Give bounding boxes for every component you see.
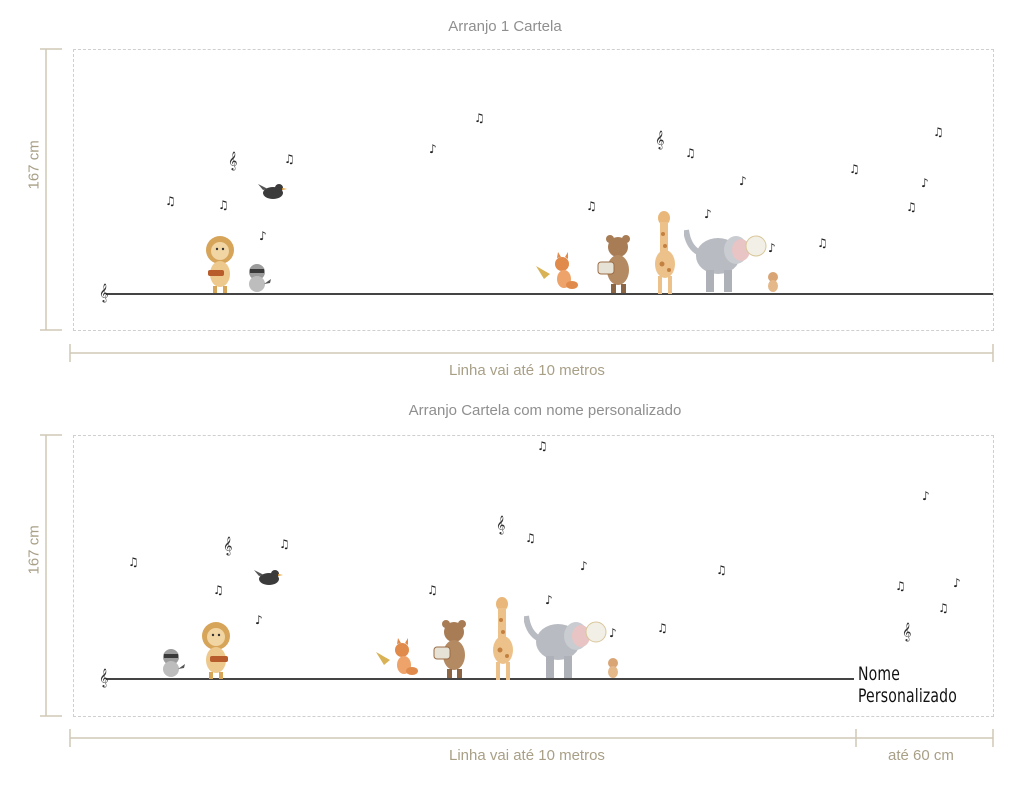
music-note-icon: ♫: [906, 200, 917, 214]
music-note-icon: ♪: [704, 207, 712, 221]
music-note-icon: ♪: [580, 559, 588, 573]
treble-clef-icon: 𝄞: [99, 283, 109, 302]
music-note-icon: ♫: [525, 531, 536, 545]
treble-clef-icon: 𝄞: [228, 151, 238, 170]
music-note-icon: ♪: [768, 241, 776, 255]
crow-icon: [254, 570, 283, 585]
music-note-icon: ♪: [953, 576, 961, 590]
crow-icon: [258, 184, 287, 199]
music-note-icon: ♫: [213, 583, 224, 597]
custom-name-label: Nome Personalizado: [858, 663, 957, 707]
music-note-icon: ♪: [429, 142, 437, 156]
giraffe-icon: [493, 597, 513, 680]
music-note-icon: ♫: [165, 194, 176, 208]
music-note-icon: ♫: [933, 125, 944, 139]
music-note-icon: ♪: [609, 626, 617, 640]
music-note-icon: ♪: [255, 613, 263, 627]
treble-clef-icon: 𝄞: [223, 536, 233, 555]
fox-icon: [376, 638, 418, 675]
raccoon-icon: [249, 264, 271, 292]
bottom-panel: [73, 435, 994, 717]
music-note-icon: ♫: [128, 555, 139, 569]
music-note-icon: ♫: [849, 162, 860, 176]
bottom-staff-line: [106, 678, 854, 680]
lion-icon: [202, 622, 230, 679]
treble-clef-icon: 𝄞: [99, 668, 109, 687]
top-title: Arranjo 1 Cartela: [448, 18, 562, 35]
music-note-icon: ♫: [218, 198, 229, 212]
music-note-icon: ♪: [259, 229, 267, 243]
small-fox-icon: [608, 658, 618, 678]
giraffe-icon: [655, 211, 675, 294]
music-note-icon: ♫: [537, 439, 548, 453]
bear-icon: [433, 620, 466, 678]
treble-clef-icon: 𝄞: [496, 515, 506, 534]
elephant-icon: [524, 615, 607, 678]
music-note-icon: ♫: [474, 111, 485, 125]
music-note-icon: ♪: [545, 593, 553, 607]
top-staff-line: [106, 293, 993, 295]
music-note-icon: ♫: [716, 563, 727, 577]
music-note-icon: ♫: [938, 601, 949, 615]
treble-clef-icon: 𝄞: [902, 622, 912, 641]
fox-icon: [536, 252, 578, 289]
top-panel: [73, 49, 994, 331]
small-fox-icon: [768, 272, 778, 292]
bottom-height-label: 167 cm: [25, 525, 43, 575]
music-note-icon: ♫: [895, 579, 906, 593]
music-note-icon: ♫: [427, 583, 438, 597]
bear-icon: [597, 235, 630, 293]
top-height-label: 167 cm: [25, 140, 43, 190]
elephant-icon: [684, 229, 767, 292]
raccoon-icon: [163, 649, 185, 677]
bottom-extra-label: até 60 cm: [888, 747, 954, 764]
bottom-line-label: Linha vai até 10 metros: [449, 747, 605, 764]
music-note-icon: ♫: [586, 199, 597, 213]
music-note-icon: ♪: [921, 176, 929, 190]
music-note-icon: ♫: [817, 236, 828, 250]
music-note-icon: ♫: [284, 152, 295, 166]
music-note-icon: ♫: [685, 146, 696, 160]
music-note-icon: ♫: [279, 537, 290, 551]
bottom-title: Arranjo Cartela com nome personalizado: [408, 402, 682, 419]
music-note-icon: ♪: [922, 489, 930, 503]
lion-icon: [206, 236, 234, 293]
top-line-label: Linha vai até 10 metros: [449, 362, 605, 379]
music-note-icon: ♪: [739, 174, 747, 188]
music-note-icon: ♫: [657, 621, 668, 635]
treble-clef-icon: 𝄞: [655, 130, 665, 149]
